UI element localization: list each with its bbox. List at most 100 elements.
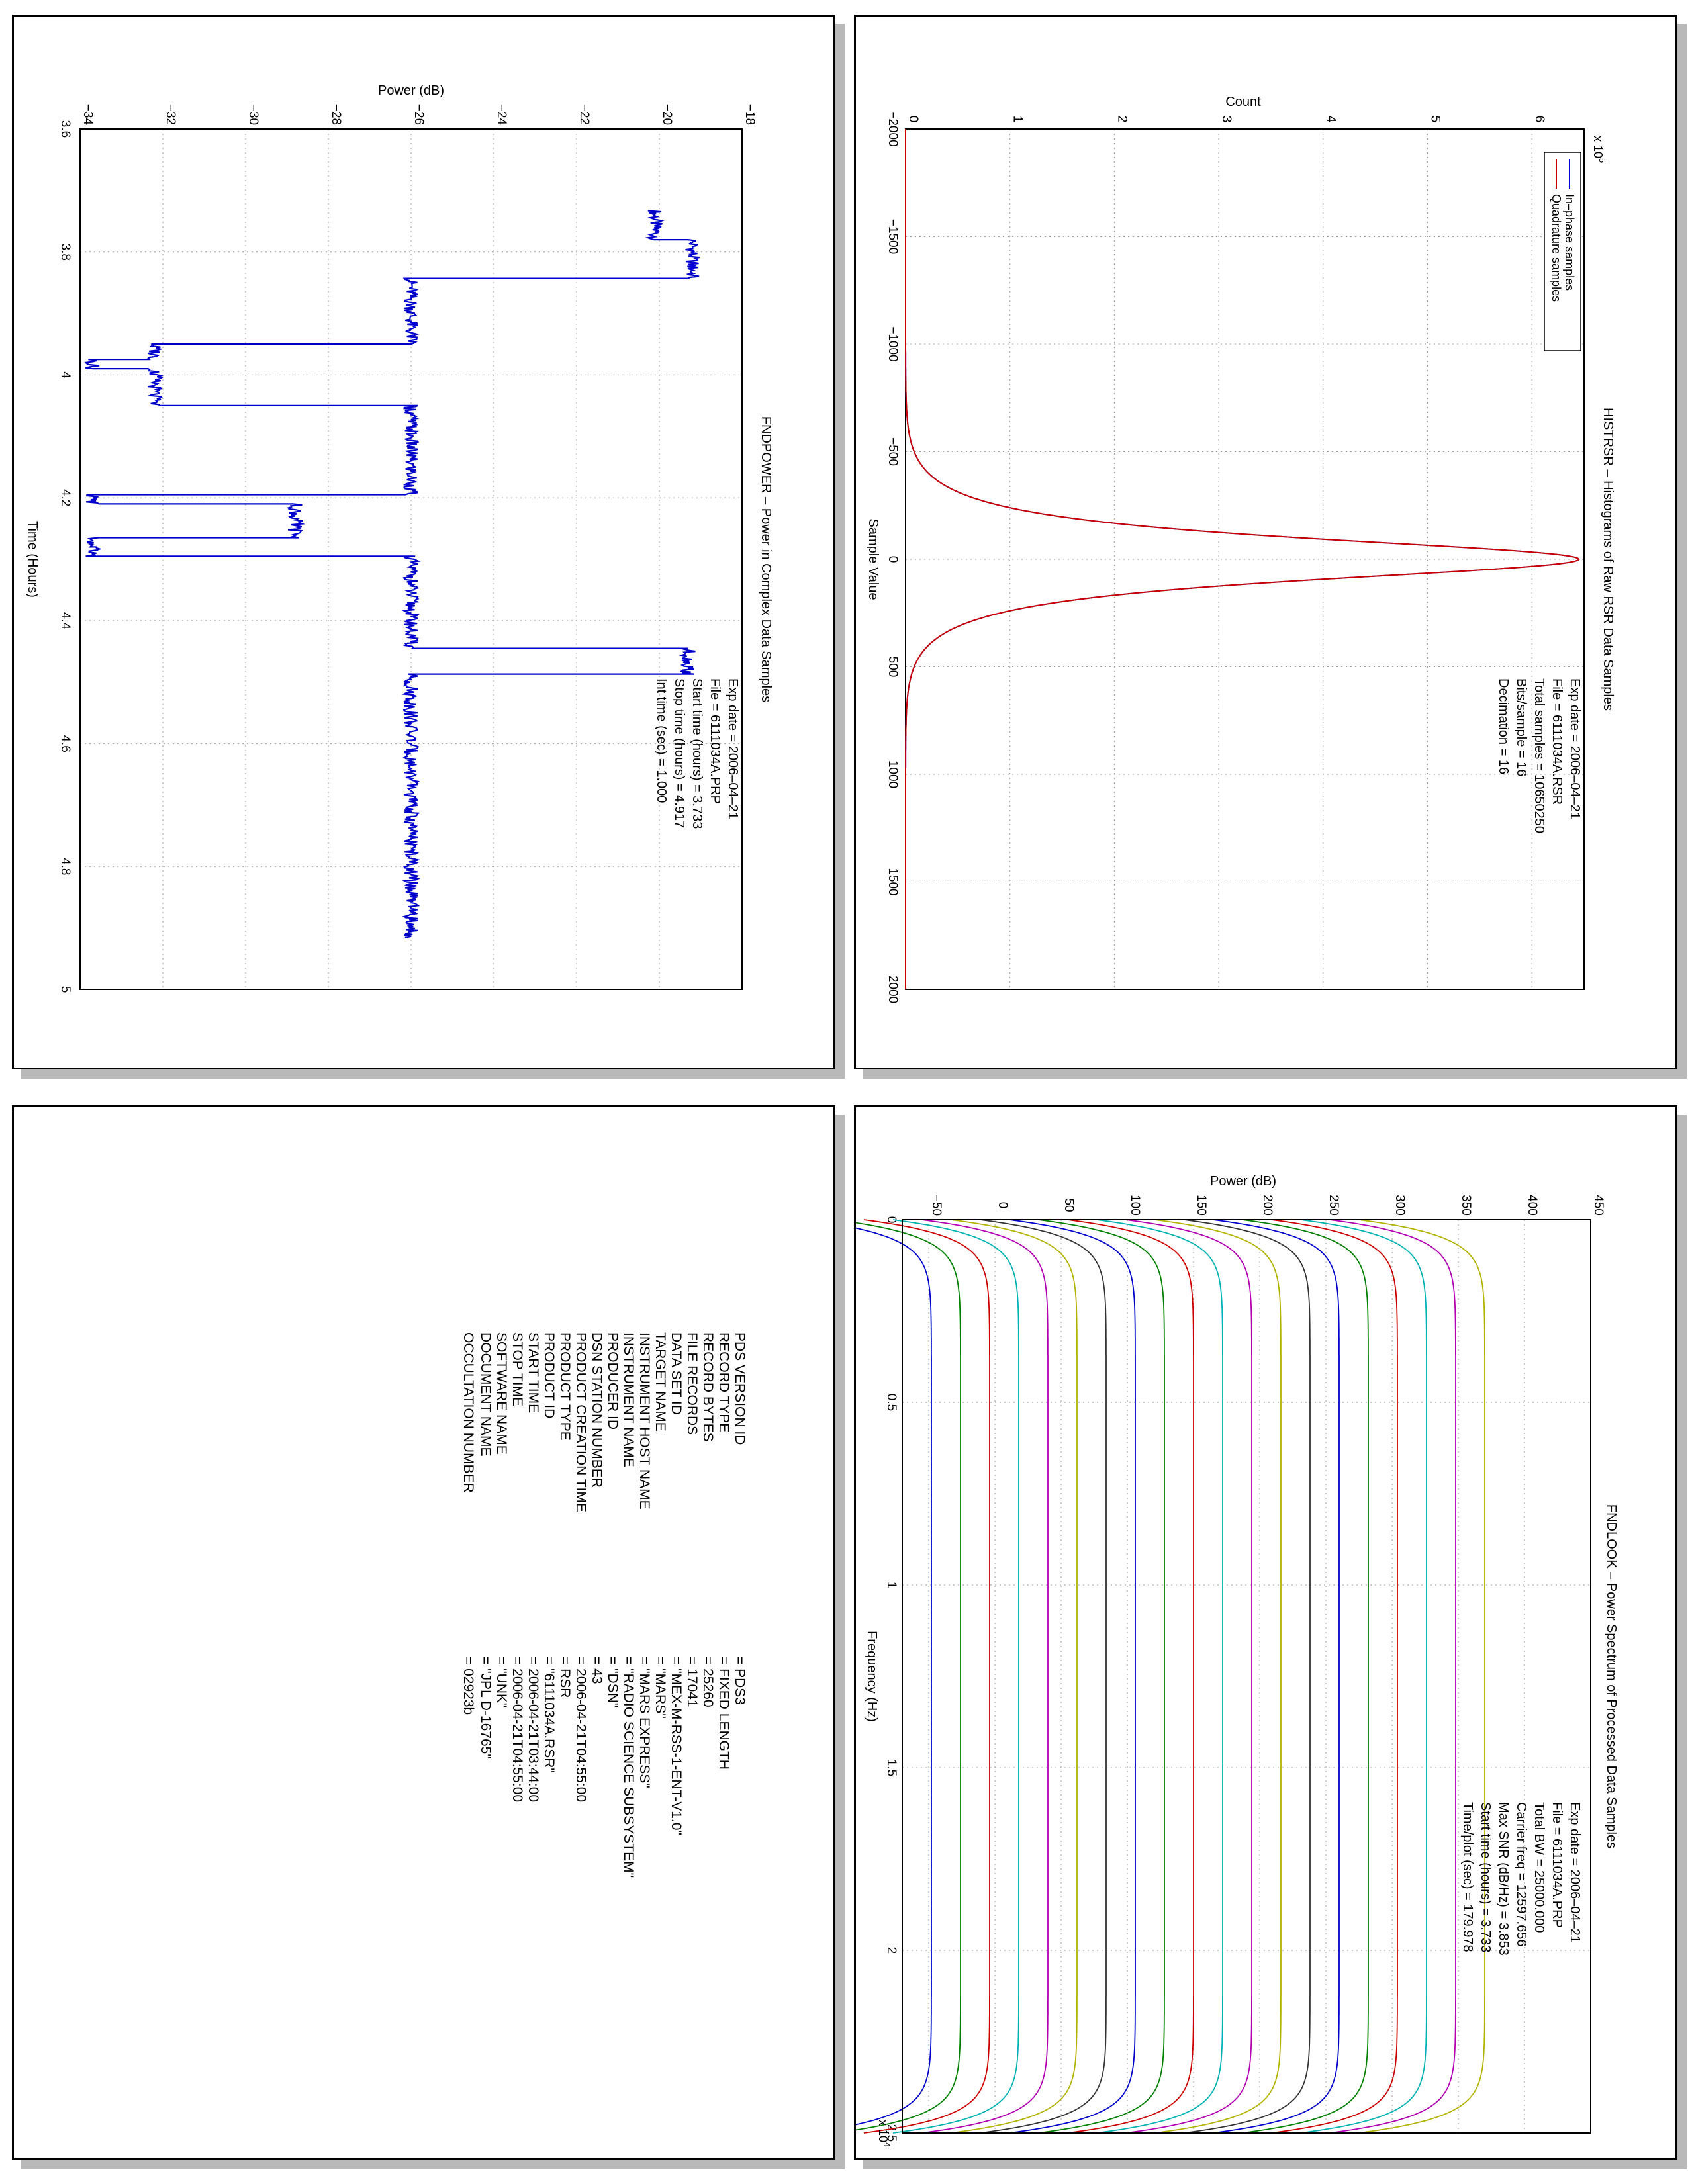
pds-field-key: PRODUCT TYPE	[557, 1332, 573, 1441]
pds-field-value: = "DSN"	[605, 1657, 620, 1707]
spectrum-curve	[1271, 1219, 1398, 2134]
histo-y-tick-label: 5	[1428, 116, 1442, 123]
spectrum-curve	[1125, 1219, 1252, 2134]
pds-field-key: FILE RECORDS	[684, 1332, 700, 1435]
look-y-tick-label: 200	[1260, 1195, 1274, 1216]
power-y-tick-label: −18	[743, 104, 757, 125]
histo-x-tick-label: −1000	[886, 326, 900, 361]
power-y-tick-label: −32	[164, 104, 177, 125]
look-info-line: Exp date = 2006–04–21	[1568, 1802, 1582, 1943]
look-curves	[856, 1219, 1485, 2134]
spectrum-curve	[1184, 1219, 1311, 2134]
power-panel: 3.6 3.8 4 4.2 4.4 4.6 4.8 5 −34 −32 −30 −28 −26 −24 −2…	[12, 15, 835, 1069]
pds-field-key: DATA SET ID	[669, 1332, 684, 1415]
power-y-tick-label: −20	[660, 104, 674, 125]
pds-field-key: DSN STATION NUMBER	[589, 1332, 604, 1488]
pds-field-value: = 2006-04-21T04:55:00	[573, 1657, 588, 1802]
power-y-tick-label: −34	[81, 104, 95, 126]
power-x-tick-label: 5	[58, 986, 72, 993]
pds-field-value: = "MARS EXPRESS"	[637, 1657, 652, 1788]
spectrum-chart: 00.511.522.5−50 0 50 100 150 200 250 300 350 400 4…	[856, 1174, 1618, 2147]
pds-field-key: SOFTWARE NAME	[494, 1332, 509, 1455]
spectrum-curve	[1009, 1219, 1136, 2134]
look-y-tick-label: 300	[1393, 1195, 1407, 1216]
spectrum-curve	[1067, 1219, 1194, 2134]
look-axes-box	[902, 1219, 1591, 2134]
histo-info-box: Exp date = 2006–04–21 File = 6111034A.RSR…	[1496, 678, 1582, 833]
histo-info-line: Exp date = 2006–04–21	[1568, 678, 1582, 819]
spectrum-curve	[1329, 1219, 1456, 2134]
legend-label-quadrature: Quadrature samples	[1550, 194, 1563, 302]
pds-field-value: = "UNK"	[494, 1657, 509, 1707]
pds-field-key: STOP TIME	[510, 1332, 525, 1406]
power-info-line: Int time (sec) = 1.000	[654, 678, 669, 803]
power-info-box: Exp date = 2006–04–21 File = 6111034A.PRP…	[654, 678, 740, 829]
pds-field-value: = "MARS"	[653, 1657, 668, 1719]
histo-info-line: Bits/sample = 16	[1514, 678, 1528, 776]
look-ylabel: Power (dB)	[1210, 1174, 1276, 1189]
histo-axes-box	[905, 128, 1585, 990]
look-xlabel: Frequency (Hz)	[865, 1631, 879, 1722]
look-info-line: Total BW = 25000.000	[1532, 1802, 1546, 1933]
pds-field-value: = "RADIO SCIENCE SUBSYSTEM"	[621, 1657, 636, 1878]
power-info-line: Stop time (hours) = 4.917	[672, 678, 686, 828]
power-y-tick-label: −26	[412, 104, 426, 125]
spectrum-curve	[1038, 1219, 1165, 2134]
look-y-tick-label: 400	[1525, 1195, 1539, 1216]
look-y-tick-label: 150	[1194, 1195, 1208, 1216]
power-y-tick-label: −30	[246, 104, 260, 125]
pds-field-value: = "6111034A.RSR"	[541, 1657, 557, 1773]
histo-y-tick-label: 3	[1219, 116, 1233, 123]
look-grid	[902, 1220, 1591, 2133]
pds-occultation-value: = 02923b	[461, 1657, 476, 1715]
histo-x-tick-label: 1000	[886, 760, 900, 788]
histo-y-tick-label: 4	[1324, 116, 1338, 123]
power-x-tick-label: 3.8	[58, 244, 72, 261]
pds-field-key: RECORD BYTES	[700, 1332, 716, 1442]
spectrum-curve	[1300, 1219, 1427, 2134]
pds-field-value: = RSR	[557, 1657, 573, 1698]
histo-x-tick-label: 1500	[886, 868, 900, 895]
look-y-tick-label: 350	[1459, 1195, 1473, 1216]
look-info-line: File = 6111034A.PRP	[1550, 1802, 1564, 1928]
pds-field-key: PRODUCER ID	[605, 1332, 620, 1430]
look-x-tick-label: 1	[884, 1582, 898, 1589]
power-x-tick-label: 4.2	[58, 489, 72, 506]
pds-field-key: RECORD TYPE	[716, 1332, 731, 1432]
histo-ylabel: Count	[1225, 95, 1261, 109]
pds-field-key: INSTRUMENT NAME	[621, 1332, 636, 1467]
histo-x-tick-label: −2000	[886, 111, 900, 146]
histo-grid	[906, 129, 1584, 989]
pds-occultation-key: OCCULTATION NUMBER	[461, 1332, 476, 1493]
pds-field-value: = 25260	[700, 1657, 716, 1707]
power-x-tick-label: 4.6	[58, 735, 72, 752]
power-y-tick-label: −24	[494, 104, 508, 126]
histo-y-tick-label: 0	[906, 116, 920, 123]
power-ticks: 3.6 3.8 4 4.2 4.4 4.6 4.8 5 −34 −32 −30 −28 −26 −24 −2…	[58, 104, 757, 993]
look-x-tick-label: 0	[884, 1216, 898, 1224]
look-exponent: x 104	[876, 2120, 892, 2147]
pds-field-key: TARGET NAME	[653, 1332, 668, 1432]
look-y-tick-label: −50	[929, 1195, 943, 1216]
spectrum-curve	[856, 1227, 932, 2126]
look-info-line: Carrier freq = 12597.656	[1514, 1802, 1528, 1946]
power-x-tick-label: 4	[58, 371, 72, 379]
look-y-tick-label: 0	[996, 1202, 1009, 1209]
spectrum-curve	[1213, 1219, 1340, 2134]
spectrum-curve	[1154, 1219, 1282, 2134]
histo-x-tick-label: −1500	[886, 219, 900, 254]
pds-label-text: PDS VERSION ID = PDS3 RECORD TYPE = FIXED L…	[461, 1332, 747, 1878]
histogram-panel: −2000 −1500 −1000 −500 0 500 1000 1500 2000 0 1 2 3 4…	[854, 15, 1677, 1069]
histo-info-line: Total samples = 10650250	[1532, 678, 1546, 833]
power-x-tick-label: 3.6	[58, 120, 72, 138]
pds-field-key: PRODUCT ID	[541, 1332, 557, 1418]
spectrum-curve	[1358, 1219, 1485, 2134]
power-y-tick-label: −28	[329, 104, 343, 125]
pds-label-panel: PDS VERSION ID = PDS3 RECORD TYPE = FIXED L…	[12, 1105, 835, 2160]
histo-xlabel: Sample Value	[866, 518, 880, 600]
histo-info-line: Decimation = 16	[1496, 678, 1511, 774]
look-title: FNDLOOK – Power Spectrum of Processed Da…	[1604, 1504, 1618, 1848]
power-axes-box	[79, 128, 743, 990]
pds-field-value: = 2006-04-21T03:44:00	[526, 1657, 541, 1802]
power-info-line: File = 6111034A.PRP	[708, 678, 722, 804]
